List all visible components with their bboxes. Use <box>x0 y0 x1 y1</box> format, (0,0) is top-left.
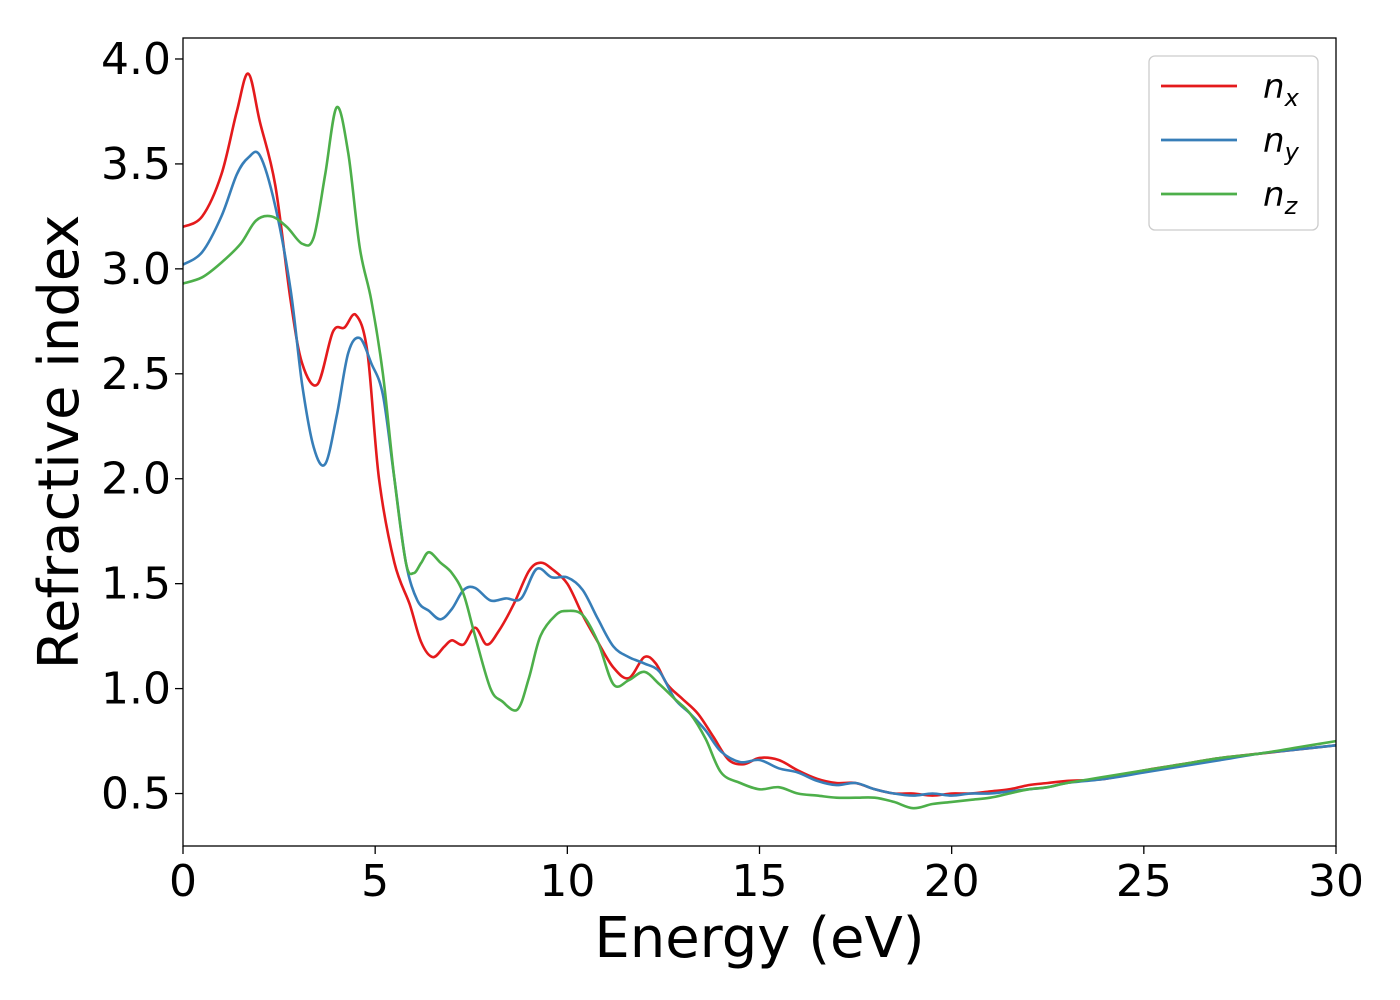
x-tick-label: 15 <box>732 856 788 907</box>
tick-layer: 0 5 10 15 20 25 30 0.5 1.0 1.5 2.0 2.5 3.0 3.5 4.0 <box>101 34 1364 907</box>
y-tick-label: 4.0 <box>101 34 171 85</box>
series-line-nz <box>182 105 1337 810</box>
y-tick-label: 0.5 <box>101 769 171 820</box>
legend-label-nx: nx <box>1263 67 1300 112</box>
x-tick-label: 5 <box>361 856 389 907</box>
legend-label-ny: ny <box>1263 121 1300 166</box>
x-tick-label: 30 <box>1308 856 1364 907</box>
legend-box <box>1148 55 1319 231</box>
y-axis-title: Refractive index <box>27 215 92 670</box>
y-tick-label: 1.5 <box>101 559 171 610</box>
x-axis-title: Energy (eV) <box>594 906 924 971</box>
x-tick-label: 0 <box>169 856 197 907</box>
x-tick-label: 20 <box>924 856 980 907</box>
y-tick-label: 2.0 <box>101 454 171 505</box>
series-line-ny <box>182 150 1337 797</box>
y-tick-label: 3.5 <box>101 139 171 190</box>
y-tick-label: 3.0 <box>101 244 171 295</box>
series-layer <box>182 72 1337 810</box>
y-tick-label: 1.0 <box>101 664 171 715</box>
y-tick-label: 2.5 <box>101 349 171 400</box>
series-line-nx <box>182 72 1337 797</box>
x-tick-label: 25 <box>1116 856 1172 907</box>
x-tick-label: 10 <box>539 856 595 907</box>
